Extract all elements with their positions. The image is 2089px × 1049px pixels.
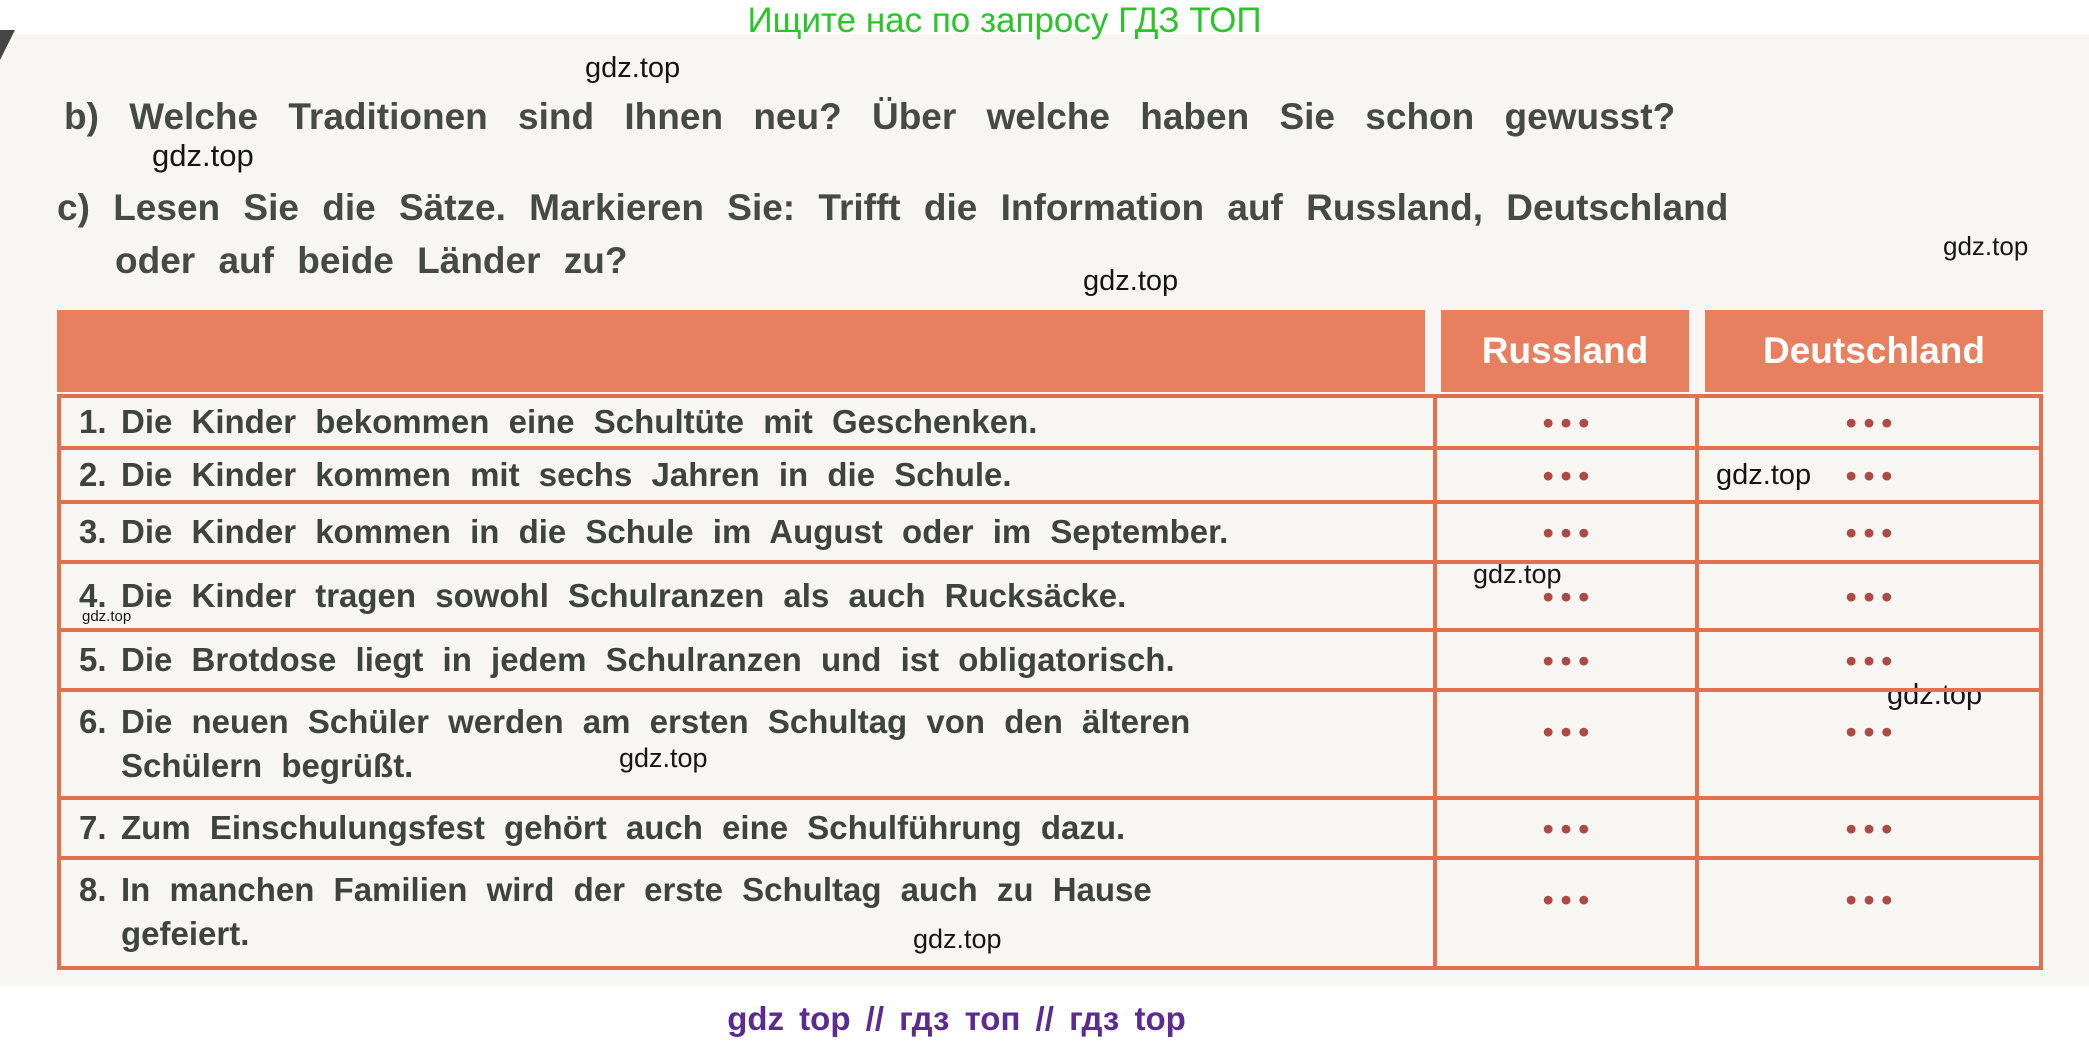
- row-number: 1.: [79, 403, 107, 440]
- watermark-7: gdz.top: [82, 608, 132, 625]
- table-header-empty: [57, 310, 1425, 392]
- row-number: 5.: [79, 641, 107, 678]
- table-row-5: 5. Die Brotdose liegt in jedem Schulranz…: [61, 628, 2039, 688]
- table-row-4: 4. Die Kinder tragen sowohl Schulranzen …: [61, 560, 2039, 628]
- answer-cell-deutschland: •••: [1695, 860, 2039, 966]
- sentence-cell: 7. Zum Einschulungsfest gehört auch eine…: [61, 800, 1433, 856]
- row-sentence: Die Kinder bekommen eine Schultüte mit G…: [121, 403, 1038, 440]
- answer-dots: •••: [1845, 514, 1900, 550]
- table-header-deutschland: Deutschland: [1705, 310, 2043, 392]
- answer-cell-russland: •••: [1433, 632, 1695, 688]
- answer-cell-russland: •••: [1433, 860, 1695, 966]
- answer-cell-deutschland: •••: [1695, 692, 2039, 796]
- answer-cell-deutschland: •••: [1695, 450, 2039, 500]
- answer-cell-deutschland: •••: [1695, 800, 2039, 856]
- watermark-9: gdz.top: [619, 743, 708, 773]
- task-c-label: c): [57, 187, 90, 228]
- answer-dots: •••: [1542, 404, 1597, 440]
- answer-cell-deutschland: •••: [1695, 632, 2039, 688]
- answer-cell-russland: •••: [1433, 564, 1695, 628]
- table-body: 1. Die Kinder bekommen eine Schultüte mi…: [57, 394, 2043, 970]
- promo-text: Ищите нас по запросу ГДЗ ТОП: [747, 1, 1262, 40]
- answer-dots: •••: [1542, 578, 1597, 614]
- answer-cell-russland: •••: [1433, 692, 1695, 796]
- task-c-text-line2: oder auf beide Länder zu?: [115, 240, 628, 281]
- sentence-cell: 3. Die Kinder kommen in die Schule im Au…: [61, 504, 1433, 560]
- watermark-1: gdz.top: [585, 52, 681, 84]
- sentence-cell: 4. Die Kinder tragen sowohl Schulranzen …: [61, 564, 1433, 628]
- row-sentence: Zum Einschulungsfest gehört auch eine Sc…: [121, 809, 1126, 846]
- answer-cell-russland: •••: [1433, 450, 1695, 500]
- answer-cell-deutschland: •••: [1695, 398, 2039, 446]
- task-c-text-line1: Lesen Sie die Sätze. Markieren Sie: Trif…: [113, 187, 1729, 228]
- watermark-3: gdz.top: [1943, 231, 2029, 261]
- watermark-2: gdz.top: [152, 138, 254, 173]
- answer-dots: •••: [1542, 810, 1597, 846]
- row-number: 4.: [79, 577, 107, 614]
- watermark-5: gdz.top: [1716, 459, 1812, 491]
- answer-dots: •••: [1845, 642, 1900, 678]
- answer-dots: •••: [1845, 404, 1900, 440]
- answer-dots: •••: [1845, 714, 1900, 749]
- answer-cell-russland: •••: [1433, 398, 1695, 446]
- row-number: 2.: [79, 456, 107, 493]
- task-c-heading: c) Lesen Sie die Sätze. Markieren Sie: T…: [57, 181, 2089, 287]
- answer-dots: •••: [1845, 457, 1900, 493]
- answer-dots: •••: [1542, 514, 1597, 550]
- watermark-6: gdz.top: [1473, 559, 1562, 589]
- answer-cell-russland: •••: [1433, 800, 1695, 856]
- answer-dots: •••: [1845, 578, 1900, 614]
- watermark-8: gdz.top: [1887, 679, 1983, 711]
- traditions-table: Russland Deutschland 1. Die Kinder bekom…: [57, 310, 2043, 970]
- answer-dots: •••: [1542, 642, 1597, 678]
- table-row-2: 2. Die Kinder kommen mit sechs Jahren in…: [61, 446, 2039, 500]
- answer-dots: •••: [1542, 714, 1597, 749]
- row-number: 8.: [79, 871, 107, 908]
- row-sentence: Die Brotdose liegt in jedem Schulranzen …: [121, 641, 1175, 678]
- row-number: 7.: [79, 809, 107, 846]
- answer-cell-deutschland: •••: [1695, 504, 2039, 560]
- sentence-cell: 8. In manchen Familien wird der erste Sc…: [61, 860, 1433, 966]
- row-sentence: Die Kinder tragen sowohl Schulranzen als…: [121, 577, 1127, 614]
- table-header-russland: Russland: [1441, 310, 1689, 392]
- sentence-cell: 5. Die Brotdose liegt in jedem Schulranz…: [61, 632, 1433, 688]
- answer-dots: •••: [1542, 882, 1597, 917]
- row-number: 3.: [79, 513, 107, 550]
- task-b-heading: b) Welche Traditionen sind Ihnen neu? Üb…: [64, 96, 1675, 138]
- watermark-10: gdz.top: [913, 924, 1002, 954]
- task-b-label: b): [64, 96, 99, 137]
- row-sentence: Die Kinder kommen mit sechs Jahren in di…: [121, 456, 1012, 493]
- footer-text: gdz top // гдз топ // гдз top: [727, 1000, 1186, 1037]
- table-row-6: 6. Die neuen Schüler werden am ersten Sc…: [61, 688, 2039, 796]
- answer-cell-deutschland: •••: [1695, 564, 2039, 628]
- table-row-8: 8. In manchen Familien wird der erste Sc…: [61, 856, 2039, 966]
- watermark-4: gdz.top: [1083, 265, 1179, 297]
- table-row-1: 1. Die Kinder bekommen eine Schultüte mi…: [61, 398, 2039, 446]
- answer-dots: •••: [1845, 882, 1900, 917]
- answer-dots: •••: [1542, 457, 1597, 493]
- row-sentence: In manchen Familien wird der erste Schul…: [121, 871, 1152, 952]
- sentence-cell: 1. Die Kinder bekommen eine Schultüte mi…: [61, 398, 1433, 446]
- row-sentence: Die neuen Schüler werden am ersten Schul…: [121, 703, 1191, 784]
- answer-dots: •••: [1845, 810, 1900, 846]
- table-row-3: 3. Die Kinder kommen in die Schule im Au…: [61, 500, 2039, 560]
- scanned-page-background: [0, 34, 2089, 986]
- answer-cell-russland: •••: [1433, 504, 1695, 560]
- sentence-cell: 6. Die neuen Schüler werden am ersten Sc…: [61, 692, 1433, 796]
- task-b-text: Welche Traditionen sind Ihnen neu? Über …: [129, 96, 1676, 137]
- table-row-7: 7. Zum Einschulungsfest gehört auch eine…: [61, 796, 2039, 856]
- sentence-cell: 2. Die Kinder kommen mit sechs Jahren in…: [61, 450, 1433, 500]
- row-sentence: Die Kinder kommen in die Schule im Augus…: [121, 513, 1229, 550]
- row-number: 6.: [79, 703, 107, 740]
